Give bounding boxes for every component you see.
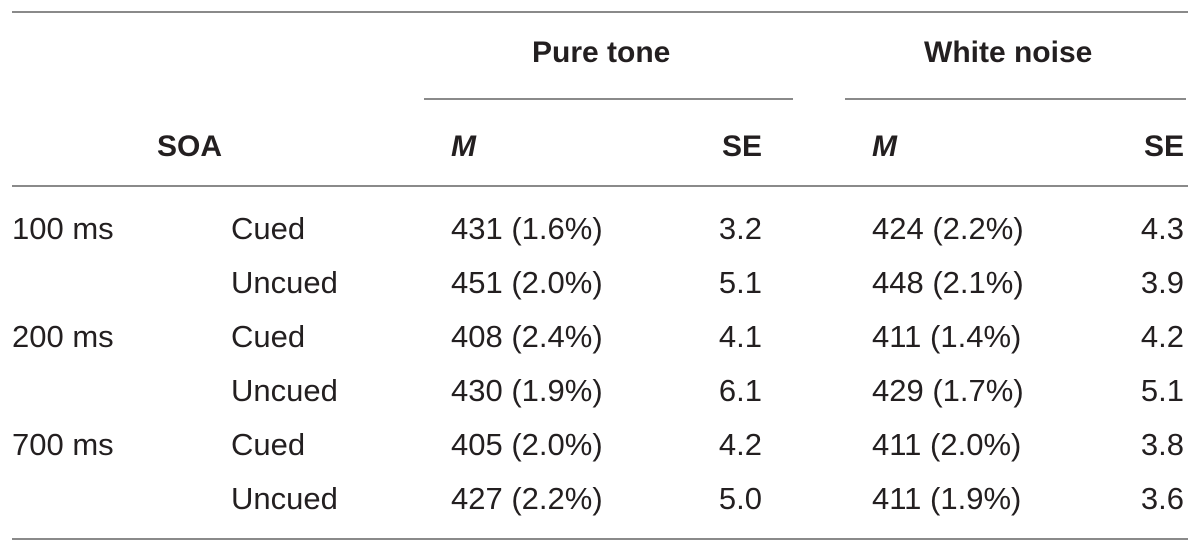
soa-cell: 200 ms (12, 319, 114, 354)
pure-tone-m-cell: 431 (1.6%) (451, 211, 603, 246)
column-header-white-noise-m: M (872, 130, 897, 163)
white-noise-se-cell: 3.6 (1140, 481, 1184, 516)
cue-cell: Uncued (231, 265, 338, 300)
pure-tone-group-rule (424, 98, 793, 100)
table-top-rule (12, 11, 1188, 13)
white-noise-m-cell: 429 (1.7%) (872, 373, 1024, 408)
column-header-pure-tone-se: SE (721, 130, 762, 163)
white-noise-m-cell: 424 (2.2%) (872, 211, 1024, 246)
pure-tone-m-cell: 408 (2.4%) (451, 319, 603, 354)
white-noise-se-cell: 4.2 (1140, 319, 1184, 354)
pure-tone-se-cell: 6.1 (718, 373, 762, 408)
group-header-pure-tone: Pure tone (532, 36, 671, 69)
cue-cell: Cued (231, 427, 306, 462)
white-noise-m-cell: 448 (2.1%) (872, 265, 1024, 300)
cue-cell: Uncued (231, 481, 338, 516)
white-noise-group-rule (845, 98, 1186, 100)
cue-cell: Cued (231, 319, 306, 354)
group-header-white-noise: White noise (924, 36, 1093, 69)
cue-cell: Uncued (231, 373, 338, 408)
column-header-pure-tone-m: M (451, 130, 476, 163)
pure-tone-m-cell: 430 (1.9%) (451, 373, 603, 408)
pure-tone-se-cell: 4.2 (718, 427, 762, 462)
pure-tone-se-cell: 3.2 (718, 211, 762, 246)
pure-tone-se-cell: 5.0 (718, 481, 762, 516)
soa-cell: 100 ms (12, 211, 114, 246)
white-noise-se-cell: 4.3 (1140, 211, 1184, 246)
table-bottom-rule (12, 538, 1188, 540)
pure-tone-se-cell: 4.1 (718, 319, 762, 354)
white-noise-m-cell: 411 (1.9%) (872, 481, 1022, 516)
white-noise-se-cell: 3.8 (1140, 427, 1184, 462)
soa-cell: 700 ms (12, 427, 114, 462)
cue-cell: Cued (231, 211, 306, 246)
pure-tone-m-cell: 405 (2.0%) (451, 427, 603, 462)
white-noise-se-cell: 5.1 (1140, 373, 1184, 408)
column-header-soa: SOA (157, 130, 223, 163)
white-noise-m-cell: 411 (1.4%) (872, 319, 1022, 354)
pure-tone-m-cell: 451 (2.0%) (451, 265, 603, 300)
white-noise-m-cell: 411 (2.0%) (872, 427, 1022, 462)
pure-tone-se-cell: 5.1 (718, 265, 762, 300)
column-header-white-noise-se: SE (1143, 130, 1184, 163)
header-bottom-rule (12, 185, 1188, 187)
pure-tone-m-cell: 427 (2.2%) (451, 481, 603, 516)
white-noise-se-cell: 3.9 (1140, 265, 1184, 300)
